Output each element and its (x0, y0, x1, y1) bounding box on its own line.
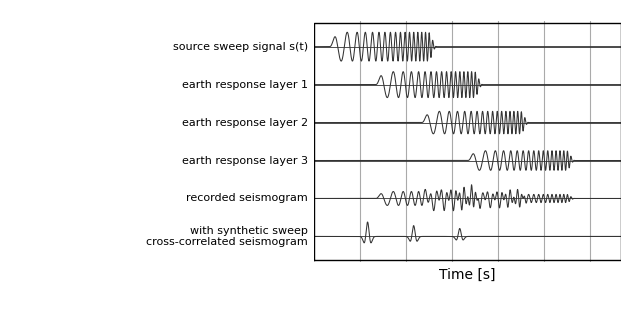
Text: earth response layer 3: earth response layer 3 (182, 155, 308, 166)
Text: earth response layer 1: earth response layer 1 (182, 80, 308, 90)
Text: source sweep signal s(t): source sweep signal s(t) (172, 42, 308, 52)
X-axis label: Time [s]: Time [s] (439, 267, 495, 281)
Text: earth response layer 2: earth response layer 2 (181, 118, 308, 128)
Text: with synthetic sweep
cross-correlated seismogram: with synthetic sweep cross-correlated se… (146, 226, 308, 247)
Text: recorded seismogram: recorded seismogram (186, 193, 308, 203)
